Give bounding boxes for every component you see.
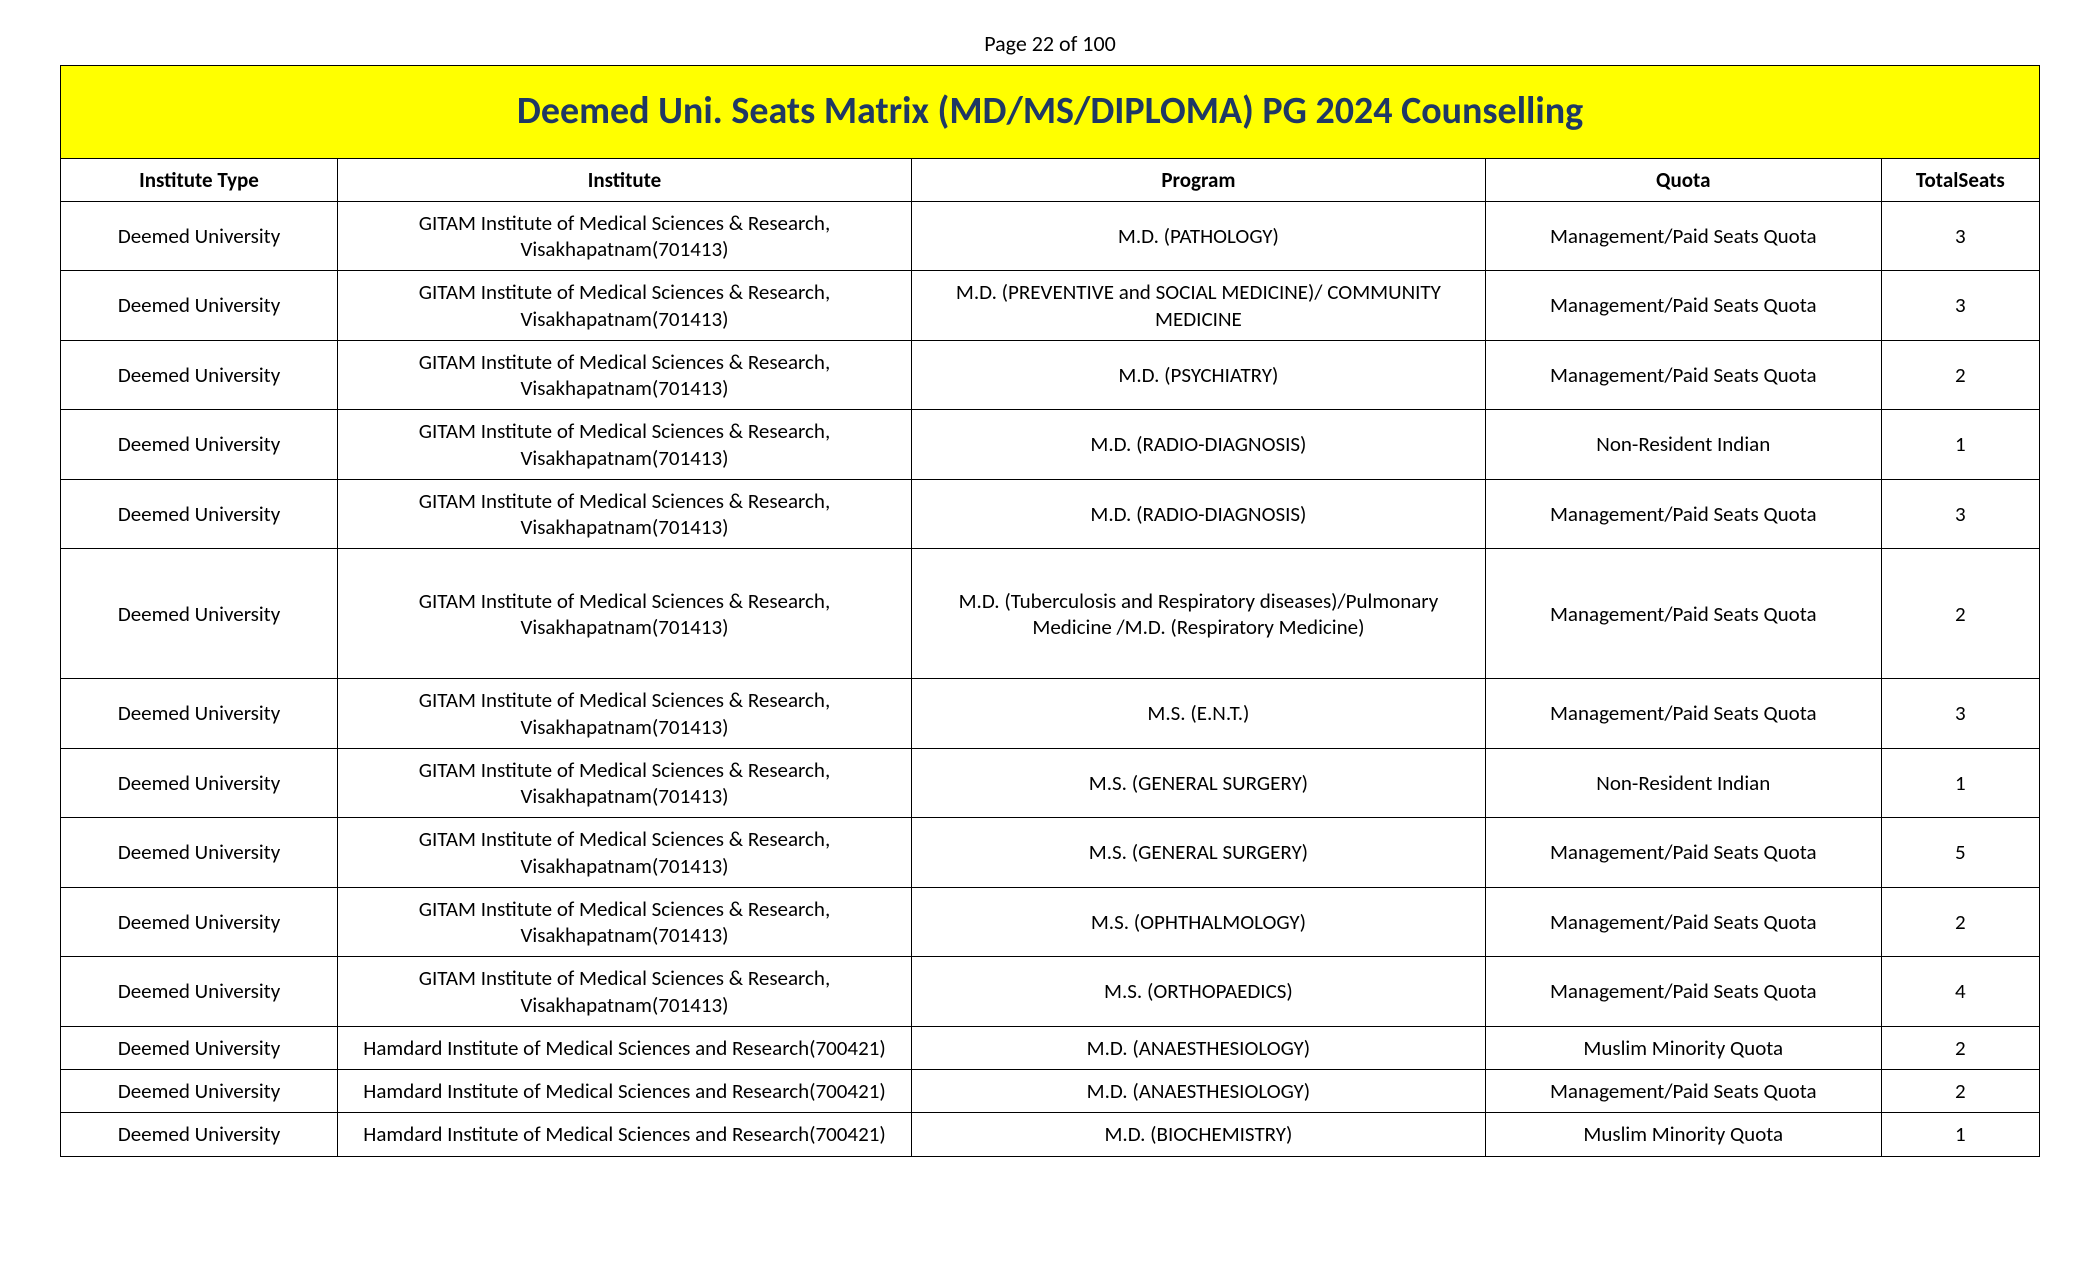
cell-total-seats: 2 (1881, 1026, 2039, 1069)
cell-total-seats: 3 (1881, 479, 2039, 549)
page-container: Page 22 of 100 Deemed Uni. Seats Matrix … (0, 0, 2100, 1157)
col-header-program: Program (911, 158, 1485, 201)
cell-institute: GITAM Institute of Medical Sciences & Re… (338, 549, 912, 679)
table-row: Deemed UniversityHamdard Institute of Me… (61, 1070, 2040, 1113)
cell-institute: GITAM Institute of Medical Sciences & Re… (338, 887, 912, 957)
cell-quota: Muslim Minority Quota (1485, 1026, 1881, 1069)
cell-quota: Management/Paid Seats Quota (1485, 479, 1881, 549)
cell-institute-type: Deemed University (61, 887, 338, 957)
col-header-total-seats: TotalSeats (1881, 158, 2039, 201)
col-header-institute: Institute (338, 158, 912, 201)
cell-program: M.D. (ANAESTHESIOLOGY) (911, 1026, 1485, 1069)
cell-institute: GITAM Institute of Medical Sciences & Re… (338, 271, 912, 341)
table-row: Deemed UniversityGITAM Institute of Medi… (61, 549, 2040, 679)
cell-total-seats: 2 (1881, 887, 2039, 957)
cell-institute: GITAM Institute of Medical Sciences & Re… (338, 479, 912, 549)
cell-institute: Hamdard Institute of Medical Sciences an… (338, 1113, 912, 1156)
table-row: Deemed UniversityGITAM Institute of Medi… (61, 201, 2040, 271)
cell-total-seats: 1 (1881, 1113, 2039, 1156)
cell-total-seats: 4 (1881, 957, 2039, 1027)
seats-table: Deemed Uni. Seats Matrix (MD/MS/DIPLOMA)… (60, 65, 2040, 1157)
table-row: Deemed UniversityGITAM Institute of Medi… (61, 479, 2040, 549)
cell-institute: GITAM Institute of Medical Sciences & Re… (338, 410, 912, 480)
table-body: Deemed UniversityGITAM Institute of Medi… (61, 201, 2040, 1156)
cell-total-seats: 5 (1881, 818, 2039, 888)
cell-institute-type: Deemed University (61, 201, 338, 271)
cell-quota: Management/Paid Seats Quota (1485, 1070, 1881, 1113)
table-row: Deemed UniversityGITAM Institute of Medi… (61, 271, 2040, 341)
cell-quota: Non-Resident Indian (1485, 748, 1881, 818)
table-row: Deemed UniversityGITAM Institute of Medi… (61, 748, 2040, 818)
cell-institute-type: Deemed University (61, 271, 338, 341)
table-row: Deemed UniversityHamdard Institute of Me… (61, 1113, 2040, 1156)
cell-program: M.S. (GENERAL SURGERY) (911, 818, 1485, 888)
cell-institute-type: Deemed University (61, 479, 338, 549)
table-row: Deemed UniversityGITAM Institute of Medi… (61, 679, 2040, 749)
cell-program: M.S. (OPHTHALMOLOGY) (911, 887, 1485, 957)
cell-total-seats: 3 (1881, 271, 2039, 341)
col-header-institute-type: Institute Type (61, 158, 338, 201)
cell-total-seats: 3 (1881, 201, 2039, 271)
cell-total-seats: 2 (1881, 340, 2039, 410)
table-row: Deemed UniversityGITAM Institute of Medi… (61, 887, 2040, 957)
table-row: Deemed UniversityHamdard Institute of Me… (61, 1026, 2040, 1069)
cell-total-seats: 2 (1881, 1070, 2039, 1113)
cell-program: M.S. (ORTHOPAEDICS) (911, 957, 1485, 1027)
cell-quota: Non-Resident Indian (1485, 410, 1881, 480)
cell-institute-type: Deemed University (61, 679, 338, 749)
cell-program: M.S. (GENERAL SURGERY) (911, 748, 1485, 818)
cell-quota: Management/Paid Seats Quota (1485, 340, 1881, 410)
cell-program: M.D. (PATHOLOGY) (911, 201, 1485, 271)
cell-quota: Muslim Minority Quota (1485, 1113, 1881, 1156)
table-row: Deemed UniversityGITAM Institute of Medi… (61, 818, 2040, 888)
cell-institute-type: Deemed University (61, 748, 338, 818)
cell-program: M.D. (PSYCHIATRY) (911, 340, 1485, 410)
cell-institute: Hamdard Institute of Medical Sciences an… (338, 1026, 912, 1069)
cell-total-seats: 1 (1881, 410, 2039, 480)
cell-program: M.D. (RADIO-DIAGNOSIS) (911, 479, 1485, 549)
cell-institute: GITAM Institute of Medical Sciences & Re… (338, 679, 912, 749)
cell-quota: Management/Paid Seats Quota (1485, 549, 1881, 679)
cell-institute-type: Deemed University (61, 340, 338, 410)
cell-program: M.D. (ANAESTHESIOLOGY) (911, 1070, 1485, 1113)
cell-institute-type: Deemed University (61, 410, 338, 480)
cell-quota: Management/Paid Seats Quota (1485, 271, 1881, 341)
cell-institute: GITAM Institute of Medical Sciences & Re… (338, 748, 912, 818)
cell-institute-type: Deemed University (61, 1113, 338, 1156)
cell-quota: Management/Paid Seats Quota (1485, 957, 1881, 1027)
cell-institute-type: Deemed University (61, 957, 338, 1027)
cell-institute: GITAM Institute of Medical Sciences & Re… (338, 340, 912, 410)
cell-total-seats: 1 (1881, 748, 2039, 818)
cell-institute: GITAM Institute of Medical Sciences & Re… (338, 201, 912, 271)
cell-program: M.D. (Tuberculosis and Respiratory disea… (911, 549, 1485, 679)
cell-institute-type: Deemed University (61, 549, 338, 679)
cell-institute: Hamdard Institute of Medical Sciences an… (338, 1070, 912, 1113)
cell-quota: Management/Paid Seats Quota (1485, 679, 1881, 749)
col-header-quota: Quota (1485, 158, 1881, 201)
cell-program: M.S. (E.N.T.) (911, 679, 1485, 749)
cell-quota: Management/Paid Seats Quota (1485, 887, 1881, 957)
cell-institute-type: Deemed University (61, 1070, 338, 1113)
cell-institute: GITAM Institute of Medical Sciences & Re… (338, 818, 912, 888)
cell-institute-type: Deemed University (61, 818, 338, 888)
table-row: Deemed UniversityGITAM Institute of Medi… (61, 410, 2040, 480)
title-row: Deemed Uni. Seats Matrix (MD/MS/DIPLOMA)… (61, 66, 2040, 159)
cell-program: M.D. (RADIO-DIAGNOSIS) (911, 410, 1485, 480)
cell-total-seats: 3 (1881, 679, 2039, 749)
table-row: Deemed UniversityGITAM Institute of Medi… (61, 957, 2040, 1027)
cell-quota: Management/Paid Seats Quota (1485, 201, 1881, 271)
header-row: Institute Type Institute Program Quota T… (61, 158, 2040, 201)
cell-total-seats: 2 (1881, 549, 2039, 679)
cell-institute: GITAM Institute of Medical Sciences & Re… (338, 957, 912, 1027)
cell-program: M.D. (BIOCHEMISTRY) (911, 1113, 1485, 1156)
table-title: Deemed Uni. Seats Matrix (MD/MS/DIPLOMA)… (61, 66, 2040, 159)
cell-quota: Management/Paid Seats Quota (1485, 818, 1881, 888)
page-number: Page 22 of 100 (60, 30, 2040, 57)
cell-institute-type: Deemed University (61, 1026, 338, 1069)
table-row: Deemed UniversityGITAM Institute of Medi… (61, 340, 2040, 410)
cell-program: M.D. (PREVENTIVE and SOCIAL MEDICINE)/ C… (911, 271, 1485, 341)
